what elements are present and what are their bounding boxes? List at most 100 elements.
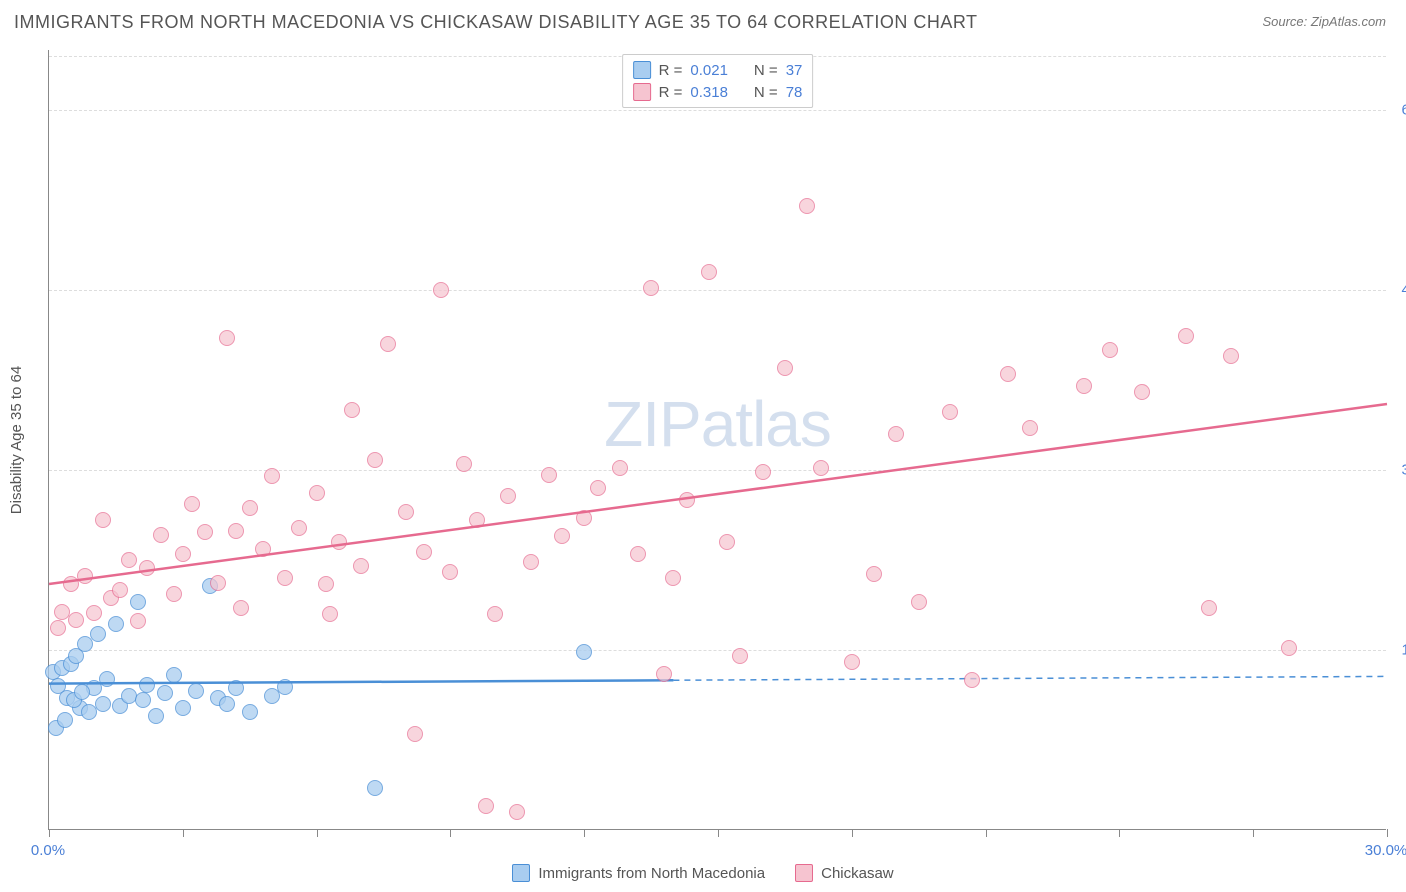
scatter-point xyxy=(576,510,592,526)
scatter-point xyxy=(576,644,592,660)
scatter-point xyxy=(813,460,829,476)
scatter-point xyxy=(755,464,771,480)
scatter-point xyxy=(86,605,102,621)
scatter-point xyxy=(799,198,815,214)
watermark-thin: atlas xyxy=(701,388,831,460)
scatter-point xyxy=(157,685,173,701)
y-tick-label: 45.0% xyxy=(1390,282,1406,299)
scatter-point xyxy=(291,520,307,536)
scatter-point xyxy=(656,666,672,682)
scatter-point xyxy=(523,554,539,570)
scatter-point xyxy=(911,594,927,610)
scatter-point xyxy=(554,528,570,544)
y-tick-label: 60.0% xyxy=(1390,102,1406,119)
scatter-point xyxy=(309,485,325,501)
scatter-point xyxy=(456,456,472,472)
scatter-point xyxy=(1223,348,1239,364)
scatter-point xyxy=(188,683,204,699)
scatter-point xyxy=(367,780,383,796)
scatter-point xyxy=(777,360,793,376)
scatter-point xyxy=(1178,328,1194,344)
scatter-point xyxy=(407,726,423,742)
scatter-point xyxy=(344,402,360,418)
scatter-point xyxy=(95,512,111,528)
scatter-point xyxy=(99,671,115,687)
scatter-point xyxy=(1201,600,1217,616)
scatter-point xyxy=(322,606,338,622)
scatter-point xyxy=(121,552,137,568)
scatter-point xyxy=(1076,378,1092,394)
scatter-point xyxy=(175,546,191,562)
scatter-point xyxy=(175,700,191,716)
scatter-point xyxy=(509,804,525,820)
scatter-plot-area: ZIPatlas R =0.021N =37R =0.318N =78 15.0… xyxy=(48,50,1386,830)
scatter-point xyxy=(197,524,213,540)
scatter-point xyxy=(1022,420,1038,436)
scatter-point xyxy=(353,558,369,574)
scatter-point xyxy=(318,576,334,592)
scatter-point xyxy=(139,677,155,693)
legend-r-label: R = xyxy=(659,84,683,101)
scatter-point xyxy=(844,654,860,670)
scatter-point xyxy=(255,541,271,557)
scatter-point xyxy=(153,527,169,543)
series-legend-label: Chickasaw xyxy=(821,865,894,882)
legend-n-label: N = xyxy=(754,62,778,79)
scatter-point xyxy=(242,704,258,720)
source-attribution: Source: ZipAtlas.com xyxy=(1262,14,1386,29)
watermark-bold: ZIP xyxy=(604,388,701,460)
scatter-point xyxy=(1102,342,1118,358)
x-tick-mark xyxy=(450,829,451,837)
scatter-point xyxy=(964,672,980,688)
grid-line xyxy=(49,110,1386,111)
grid-line xyxy=(49,470,1386,471)
scatter-point xyxy=(130,594,146,610)
scatter-point xyxy=(77,568,93,584)
scatter-point xyxy=(665,570,681,586)
scatter-point xyxy=(590,480,606,496)
scatter-point xyxy=(277,679,293,695)
series-legend-item: Immigrants from North Macedonia xyxy=(512,864,765,882)
scatter-point xyxy=(1000,366,1016,382)
scatter-point xyxy=(398,504,414,520)
scatter-point xyxy=(719,534,735,550)
legend-swatch xyxy=(795,864,813,882)
x-tick-mark xyxy=(1387,829,1388,837)
scatter-point xyxy=(228,680,244,696)
scatter-point xyxy=(242,500,258,516)
correlation-legend: R =0.021N =37R =0.318N =78 xyxy=(622,54,814,108)
scatter-point xyxy=(679,492,695,508)
grid-line xyxy=(49,650,1386,651)
y-axis-title: Disability Age 35 to 64 xyxy=(8,366,25,514)
x-tick-mark xyxy=(1119,829,1120,837)
scatter-point xyxy=(380,336,396,352)
scatter-point xyxy=(888,426,904,442)
scatter-point xyxy=(219,696,235,712)
scatter-point xyxy=(139,560,155,576)
legend-n-value: 78 xyxy=(786,84,803,101)
scatter-point xyxy=(416,544,432,560)
x-tick-mark xyxy=(317,829,318,837)
x-tick-mark xyxy=(49,829,50,837)
legend-n-value: 37 xyxy=(786,62,803,79)
scatter-point xyxy=(442,564,458,580)
scatter-point xyxy=(612,460,628,476)
scatter-point xyxy=(166,586,182,602)
scatter-point xyxy=(478,798,494,814)
grid-line xyxy=(49,290,1386,291)
y-tick-label: 30.0% xyxy=(1390,462,1406,479)
x-tick-mark xyxy=(1253,829,1254,837)
scatter-point xyxy=(228,523,244,539)
x-tick-mark xyxy=(852,829,853,837)
scatter-point xyxy=(130,613,146,629)
scatter-point xyxy=(942,404,958,420)
legend-swatch xyxy=(512,864,530,882)
scatter-point xyxy=(50,620,66,636)
correlation-legend-row: R =0.318N =78 xyxy=(633,81,803,103)
scatter-point xyxy=(219,330,235,346)
scatter-point xyxy=(277,570,293,586)
scatter-point xyxy=(1134,384,1150,400)
scatter-point xyxy=(469,512,485,528)
correlation-legend-row: R =0.021N =37 xyxy=(633,59,803,81)
scatter-point xyxy=(95,696,111,712)
